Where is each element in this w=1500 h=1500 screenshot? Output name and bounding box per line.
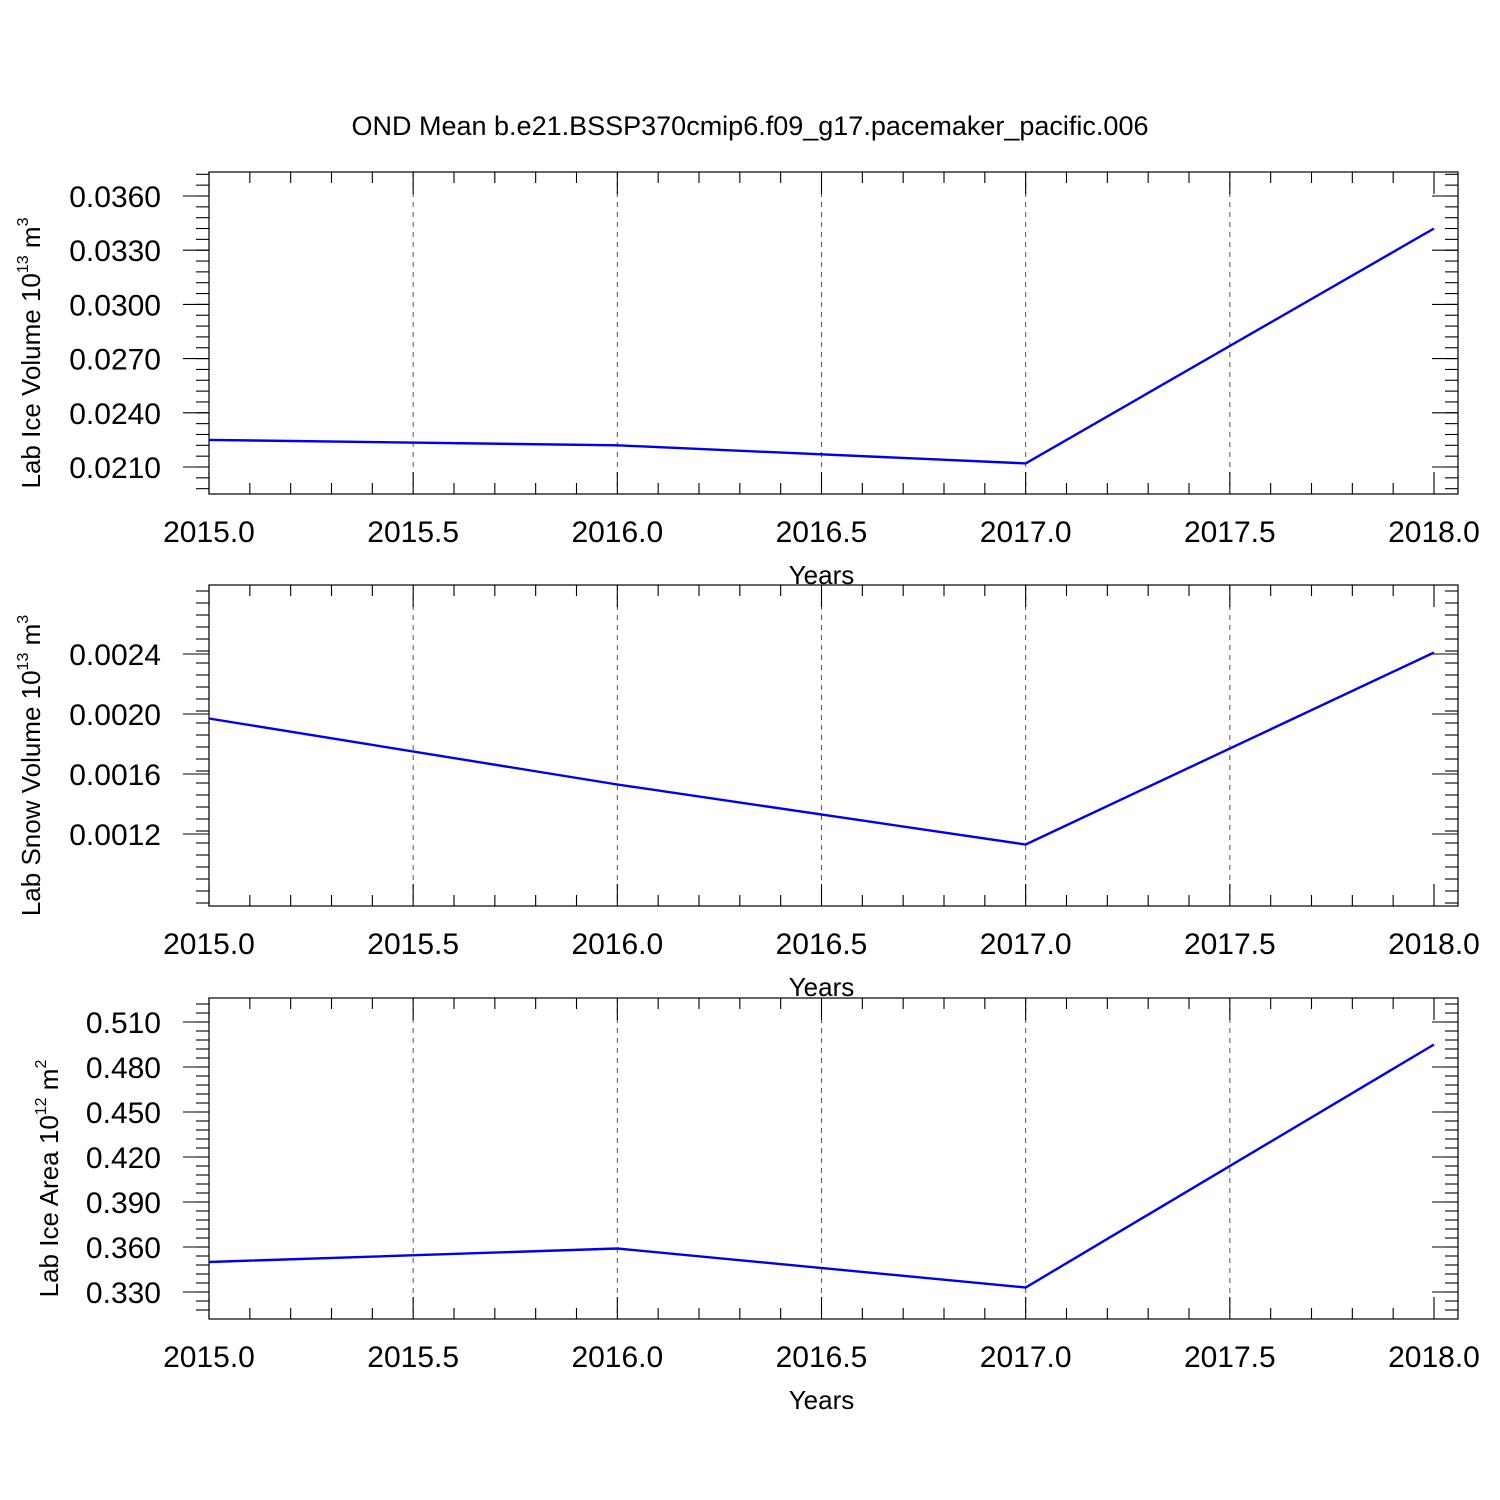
- x-tick-label: 2018.0: [1388, 516, 1480, 549]
- x-tick-label: 2016.0: [571, 928, 663, 961]
- y-tick-label: 0.330: [86, 1277, 161, 1310]
- x-tick-label: 2016.0: [571, 1341, 663, 1374]
- x-tick-label: 2015.5: [367, 516, 459, 549]
- x-tick-label: 2017.0: [980, 1341, 1072, 1374]
- panel-1: 2015.0 2015.5 2016.0 2016.5 2017.0 2017.5 2018…: [15, 171, 1480, 590]
- x-tick-label: 2017.0: [980, 516, 1072, 549]
- y-tick-label: 0.0360: [69, 181, 161, 214]
- x-tick-label: 2015.0: [163, 928, 255, 961]
- y-axis-title: Lab Snow Volume 1013 m3: [15, 615, 46, 916]
- y-tick-label: 0.0020: [69, 699, 161, 732]
- plot-frame: [208, 584, 1459, 907]
- y-tick-label: 0.390: [86, 1187, 161, 1220]
- panel-2: 2015.0 2015.5 2016.0 2016.5 2017.0 2017.5 2018…: [15, 584, 1480, 1002]
- x-tick-label: 2017.0: [980, 928, 1072, 961]
- x-tick-label: 2016.0: [571, 516, 663, 549]
- x-tick-label: 2016.5: [776, 516, 868, 549]
- y-tick-label: 0.0210: [69, 452, 161, 485]
- x-tick-label: 2016.5: [776, 1341, 868, 1374]
- x-tick-label: 2017.5: [1184, 1341, 1276, 1374]
- panel-3: 2015.0 2015.5 2016.0 2016.5 2017.0 2017.5 2018…: [33, 997, 1480, 1415]
- y-tick-label: 0.0024: [69, 639, 161, 672]
- y-tick-label: 0.420: [86, 1142, 161, 1175]
- y-tick-label: 0.0270: [69, 344, 161, 377]
- x-tick-label: 2015.0: [163, 516, 255, 549]
- plot-frame: [208, 171, 1459, 495]
- x-tick-label: 2015.5: [367, 928, 459, 961]
- x-tick-label: 2018.0: [1388, 928, 1480, 961]
- x-tick-label: 2018.0: [1388, 1341, 1480, 1374]
- y-axis-title: Lab Ice Area 1012 m2: [33, 1060, 64, 1298]
- x-axis-title: Years: [789, 972, 855, 1002]
- y-tick-label: 0.0330: [69, 235, 161, 268]
- y-tick-label: 0.0300: [69, 289, 161, 322]
- y-tick-label: 0.0012: [69, 819, 161, 852]
- figure-title: OND Mean b.e21.BSSP370cmip6.f09_g17.pace…: [352, 111, 1149, 141]
- series-line: [208, 227, 1435, 465]
- x-tick-label: 2016.5: [776, 928, 868, 961]
- x-axis-title: Years: [789, 1385, 855, 1415]
- y-tick-label: 0.510: [86, 1007, 161, 1040]
- series-line: [208, 1043, 1435, 1289]
- panels: 2015.0 2015.5 2016.0 2016.5 2017.0 2017.5 2018…: [15, 171, 1480, 1415]
- plot-frame: [208, 997, 1459, 1320]
- x-tick-label: 2015.0: [163, 1341, 255, 1374]
- y-tick-label: 0.360: [86, 1232, 161, 1265]
- x-tick-label: 2015.5: [367, 1341, 459, 1374]
- y-axis-title: Lab Ice Volume 1013 m3: [15, 217, 46, 488]
- y-tick-label: 0.0016: [69, 759, 161, 792]
- y-tick-label: 0.450: [86, 1097, 161, 1130]
- y-tick-label: 0.0240: [69, 398, 161, 431]
- x-tick-label: 2017.5: [1184, 928, 1276, 961]
- x-tick-label: 2017.5: [1184, 516, 1276, 549]
- y-tick-label: 0.480: [86, 1052, 161, 1085]
- series-line: [208, 651, 1435, 846]
